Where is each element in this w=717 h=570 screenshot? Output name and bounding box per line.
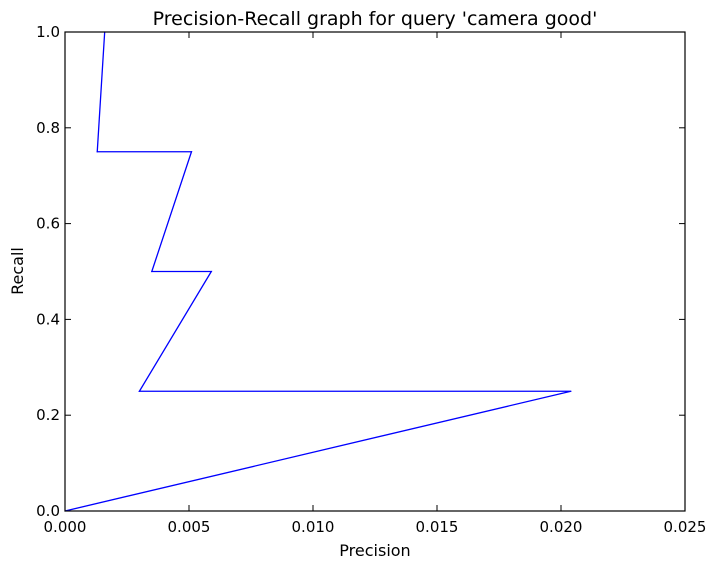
chart-title: Precision-Recall graph for query 'camera…	[153, 8, 598, 30]
x-tick-label: 0.005	[168, 518, 211, 536]
data-point	[151, 270, 153, 273]
x-tick-label: 0.020	[540, 518, 583, 536]
data-point	[210, 270, 212, 273]
y-tick-label: 0.8	[36, 119, 60, 137]
series-line	[64, 31, 572, 512]
y-tick-label: 0.2	[36, 406, 60, 424]
x-axis-label: Precision	[339, 541, 410, 560]
y-tick-label: 0.0	[36, 502, 60, 520]
x-tick-label: 0.010	[292, 518, 335, 536]
data-point	[96, 151, 98, 153]
x-tick-label: 0.025	[664, 518, 707, 536]
y-tick-label: 1.0	[36, 23, 60, 41]
y-tick-label: 0.4	[36, 310, 60, 328]
data-point	[190, 151, 193, 153]
y-tick-label: 0.6	[36, 215, 60, 233]
x-tick-label: 0.000	[44, 518, 87, 536]
data-point	[570, 390, 572, 392]
data-point	[138, 390, 140, 392]
y-axis-label: Recall	[8, 247, 27, 295]
x-tick-label: 0.015	[416, 518, 459, 536]
plot-frame	[64, 31, 686, 512]
